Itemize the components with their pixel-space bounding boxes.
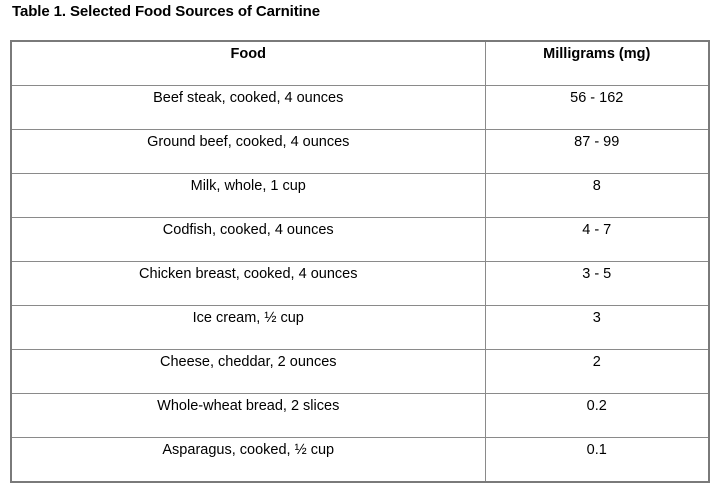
- milligrams-cell: 0.2: [484, 393, 710, 438]
- table-header-row: Food Milligrams (mg): [10, 40, 710, 86]
- milligrams-cell: 0.1: [484, 437, 710, 483]
- food-cell: Beef steak, cooked, 4 ounces: [10, 85, 486, 130]
- header-food: Food: [10, 40, 486, 86]
- table-row: Ice cream, ½ cup 3: [10, 305, 710, 350]
- food-cell: Asparagus, cooked, ½ cup: [10, 437, 486, 483]
- milligrams-cell: 4 - 7: [484, 217, 710, 262]
- table-caption: Table 1. Selected Food Sources of Carnit…: [12, 3, 320, 20]
- table-row: Ground beef, cooked, 4 ounces 87 - 99: [10, 129, 710, 174]
- milligrams-cell: 8: [484, 173, 710, 218]
- food-cell: Ground beef, cooked, 4 ounces: [10, 129, 486, 174]
- food-cell: Cheese, cheddar, 2 ounces: [10, 349, 486, 394]
- table-row: Chicken breast, cooked, 4 ounces 3 - 5: [10, 261, 710, 306]
- carnitine-table: Food Milligrams (mg) Beef steak, cooked,…: [10, 40, 710, 483]
- table-row: Cheese, cheddar, 2 ounces 2: [10, 349, 710, 394]
- food-cell: Ice cream, ½ cup: [10, 305, 486, 350]
- food-cell: Whole-wheat bread, 2 slices: [10, 393, 486, 438]
- table-row: Milk, whole, 1 cup 8: [10, 173, 710, 218]
- food-cell: Codfish, cooked, 4 ounces: [10, 217, 486, 262]
- milligrams-cell: 87 - 99: [484, 129, 710, 174]
- table-row: Codfish, cooked, 4 ounces 4 - 7: [10, 217, 710, 262]
- table-row: Beef steak, cooked, 4 ounces 56 - 162: [10, 85, 710, 130]
- header-milligrams: Milligrams (mg): [484, 40, 710, 86]
- milligrams-cell: 3 - 5: [484, 261, 710, 306]
- milligrams-cell: 3: [484, 305, 710, 350]
- milligrams-cell: 56 - 162: [484, 85, 710, 130]
- food-cell: Chicken breast, cooked, 4 ounces: [10, 261, 486, 306]
- table-row: Asparagus, cooked, ½ cup 0.1: [10, 437, 710, 483]
- food-cell: Milk, whole, 1 cup: [10, 173, 486, 218]
- table-row: Whole-wheat bread, 2 slices 0.2: [10, 393, 710, 438]
- milligrams-cell: 2: [484, 349, 710, 394]
